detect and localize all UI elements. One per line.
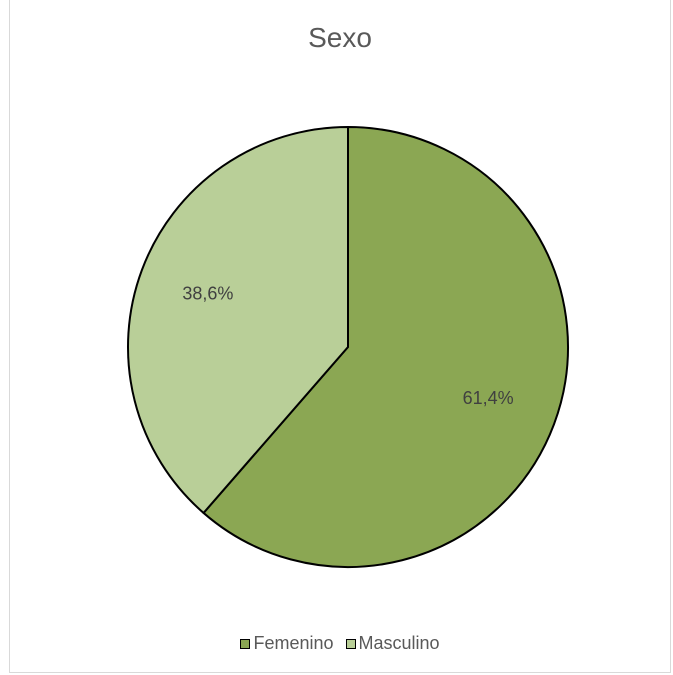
chart-title: Sexo	[308, 22, 372, 53]
data-label-femenino: 61,4%	[463, 388, 514, 408]
legend-swatch-femenino	[240, 638, 251, 649]
legend-item-masculino: Masculino	[345, 633, 440, 654]
pie-labels: 61,4% 38,6%	[182, 283, 513, 408]
legend-item-femenino: Femenino	[240, 633, 334, 654]
chart-frame: Sexo 61,4% 38,6% Femenino Masculino	[9, 0, 671, 673]
legend-label-femenino: Femenino	[253, 633, 334, 653]
pie-slice-femenino	[202, 126, 569, 568]
legend-label-masculino: Masculino	[358, 633, 440, 653]
pie-chart: 61,4% 38,6%	[127, 126, 569, 568]
data-label-masculino: 38,6%	[182, 283, 233, 303]
legend-swatch-masculino	[345, 638, 356, 649]
legend: Femenino Masculino	[10, 633, 670, 654]
pie-slice-masculino	[127, 126, 349, 514]
pie-slices	[127, 126, 569, 568]
